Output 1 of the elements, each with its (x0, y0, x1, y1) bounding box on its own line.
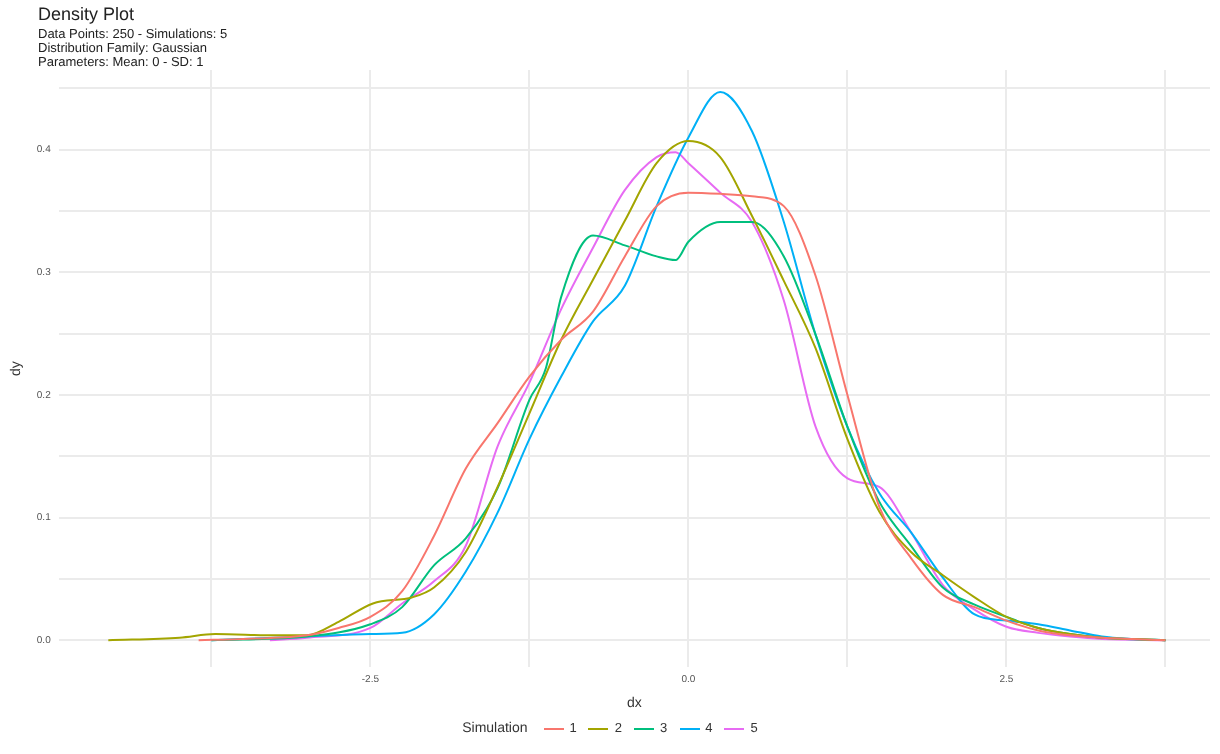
chart-title: Density Plot (38, 4, 137, 24)
